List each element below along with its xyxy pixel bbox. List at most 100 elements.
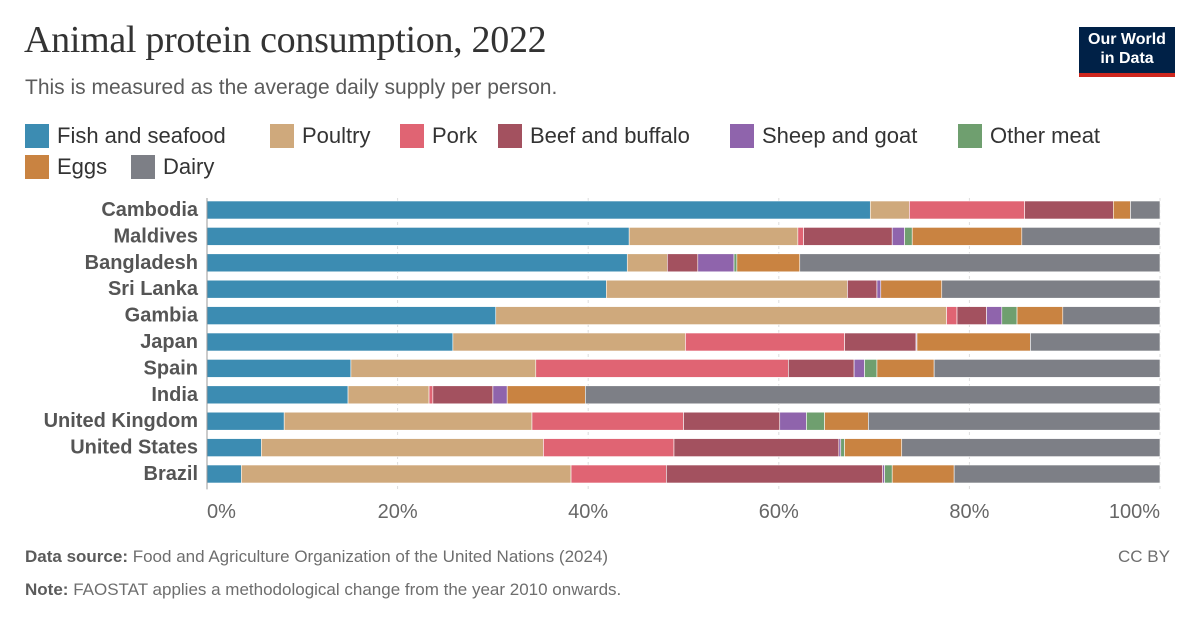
- bar-segment-bangladesh-beef-and-buffalo[interactable]: [666, 253, 699, 273]
- legend-item-eggs[interactable]: Eggs: [25, 154, 107, 180]
- bar-segment-brazil-other-meat[interactable]: [884, 464, 893, 484]
- bar-segment-brazil-eggs[interactable]: [891, 464, 955, 484]
- bar-segment-united-states-fish-and-seafood[interactable]: [206, 438, 262, 457]
- bar-segment-united-states-dairy[interactable]: [901, 438, 1161, 457]
- bar-segment-india-pork[interactable]: [428, 385, 434, 405]
- bar-segment-sri-lanka-dairy[interactable]: [941, 279, 1161, 299]
- bar-segment-bangladesh-eggs[interactable]: [736, 253, 801, 273]
- chart-subtitle: This is measured as the average daily su…: [25, 76, 558, 99]
- bar-segment-brazil-dairy[interactable]: [953, 464, 1161, 484]
- bar-segment-gambia-dairy[interactable]: [1062, 306, 1161, 325]
- category-label-maldives: Maldives: [114, 225, 198, 247]
- bar-segment-brazil-pork[interactable]: [570, 464, 667, 484]
- bar-segment-gambia-other-meat[interactable]: [1001, 306, 1018, 325]
- bar-segment-brazil-beef-and-buffalo[interactable]: [666, 464, 883, 484]
- bar-segment-gambia-sheep-and-goat[interactable]: [986, 306, 1003, 325]
- bar-segment-bangladesh-other-meat[interactable]: [733, 253, 738, 273]
- bar-segment-united-kingdom-poultry[interactable]: [283, 411, 533, 431]
- legend-item-dairy[interactable]: Dairy: [131, 154, 214, 180]
- bar-segment-japan-pork[interactable]: [685, 332, 845, 352]
- legend-swatch: [270, 124, 294, 148]
- bar-segment-japan-beef-and-buffalo[interactable]: [844, 332, 917, 352]
- bar-segment-cambodia-poultry[interactable]: [869, 200, 910, 220]
- legend-item-other-meat[interactable]: Other meat: [958, 123, 1100, 149]
- bar-segment-cambodia-beef-and-buffalo[interactable]: [1024, 200, 1114, 220]
- bar-segment-maldives-poultry[interactable]: [628, 227, 799, 246]
- bar-segment-united-kingdom-eggs[interactable]: [824, 411, 869, 431]
- bar-segment-gambia-fish-and-seafood[interactable]: [206, 306, 497, 325]
- owid-logo[interactable]: Our World in Data: [1079, 27, 1175, 77]
- bar-segment-gambia-beef-and-buffalo[interactable]: [956, 306, 987, 325]
- bar-segment-india-poultry[interactable]: [347, 385, 430, 405]
- bar-segment-united-states-other-meat[interactable]: [840, 438, 845, 457]
- bar-segment-spain-beef-and-buffalo[interactable]: [788, 359, 855, 378]
- bar-segment-gambia-eggs[interactable]: [1016, 306, 1064, 325]
- legend-item-beef-and-buffalo[interactable]: Beef and buffalo: [498, 123, 690, 149]
- bar-segment-gambia-poultry[interactable]: [495, 306, 947, 325]
- bar-segment-cambodia-pork[interactable]: [909, 200, 1025, 220]
- bar-segment-brazil-poultry[interactable]: [241, 464, 572, 484]
- legend-item-pork[interactable]: Pork: [400, 123, 477, 149]
- stacked-bar-chart: 0% 20% 40% 60% 80% 100% Cambodia Maldives Bangla…: [44, 198, 1161, 523]
- bar-segment-spain-sheep-and-goat[interactable]: [853, 359, 865, 378]
- bar-segment-sri-lanka-beef-and-buffalo[interactable]: [847, 279, 878, 299]
- bar-segment-sri-lanka-sheep-and-goat[interactable]: [876, 279, 882, 299]
- bar-segment-gambia-pork[interactable]: [946, 306, 958, 325]
- bar-segment-bangladesh-dairy[interactable]: [799, 253, 1161, 273]
- bar-segment-united-kingdom-beef-and-buffalo[interactable]: [683, 411, 781, 431]
- bar-segment-bangladesh-poultry[interactable]: [626, 253, 668, 273]
- bar-segment-united-kingdom-dairy[interactable]: [868, 411, 1161, 431]
- legend-swatch: [131, 155, 155, 179]
- bar-segment-bangladesh-fish-and-seafood[interactable]: [206, 253, 628, 273]
- source-label: Data source:: [25, 547, 128, 566]
- bar-segment-cambodia-fish-and-seafood[interactable]: [206, 200, 871, 220]
- bar-segment-sri-lanka-poultry[interactable]: [606, 279, 848, 299]
- bar-segment-united-states-poultry[interactable]: [261, 438, 544, 457]
- bar-segment-spain-eggs[interactable]: [876, 359, 935, 378]
- legend-item-poultry[interactable]: Poultry: [270, 123, 370, 149]
- bar-segment-japan-poultry[interactable]: [452, 332, 686, 352]
- bar-segment-maldives-sheep-and-goat[interactable]: [891, 227, 905, 246]
- bar-segment-japan-dairy[interactable]: [1030, 332, 1161, 352]
- legend-swatch: [25, 155, 49, 179]
- bar-segment-india-fish-and-seafood[interactable]: [206, 385, 349, 405]
- source-text[interactable]: Food and Agriculture Organization of the…: [132, 547, 609, 566]
- bar-segment-united-kingdom-other-meat[interactable]: [806, 411, 825, 431]
- bar-segment-united-states-beef-and-buffalo[interactable]: [673, 438, 840, 457]
- bar-segment-united-kingdom-fish-and-seafood[interactable]: [206, 411, 285, 431]
- bar-segment-maldives-dairy[interactable]: [1021, 227, 1161, 246]
- legend-item-fish-and-seafood[interactable]: Fish and seafood: [25, 123, 226, 149]
- bar-segment-maldives-other-meat[interactable]: [904, 227, 913, 246]
- bar-segment-japan-fish-and-seafood[interactable]: [206, 332, 454, 352]
- bar-segment-india-beef-and-buffalo[interactable]: [432, 385, 494, 405]
- bar-segment-maldives-beef-and-buffalo[interactable]: [803, 227, 893, 246]
- bar-segment-united-kingdom-pork[interactable]: [531, 411, 684, 431]
- category-label-japan: Japan: [140, 331, 198, 353]
- bar-segment-india-eggs[interactable]: [506, 385, 586, 405]
- bar-segment-india-dairy[interactable]: [585, 385, 1161, 405]
- bar-segment-united-states-eggs[interactable]: [844, 438, 903, 457]
- bar-segment-japan-eggs[interactable]: [916, 332, 1031, 352]
- bar-segment-cambodia-eggs[interactable]: [1113, 200, 1131, 220]
- bar-segment-brazil-fish-and-seafood[interactable]: [206, 464, 242, 484]
- bar-segment-spain-dairy[interactable]: [933, 359, 1161, 378]
- bar-segment-spain-other-meat[interactable]: [864, 359, 878, 378]
- logo-line-2: in Data: [1100, 50, 1154, 67]
- license-link[interactable]: CC BY: [1118, 547, 1170, 566]
- bar-segment-spain-fish-and-seafood[interactable]: [206, 359, 352, 378]
- bar-segment-maldives-pork[interactable]: [797, 227, 804, 246]
- bar-segment-united-states-pork[interactable]: [543, 438, 675, 457]
- bar-segment-maldives-eggs[interactable]: [911, 227, 1023, 246]
- bar-segment-spain-pork[interactable]: [535, 359, 789, 378]
- bar-segment-india-sheep-and-goat[interactable]: [492, 385, 508, 405]
- bar-segment-maldives-fish-and-seafood[interactable]: [206, 227, 630, 246]
- bar-segment-spain-poultry[interactable]: [350, 359, 537, 378]
- bar-segment-bangladesh-sheep-and-goat[interactable]: [697, 253, 735, 273]
- bar-segment-united-kingdom-sheep-and-goat[interactable]: [779, 411, 807, 431]
- legend-label: Eggs: [57, 154, 108, 179]
- bar-segment-sri-lanka-fish-and-seafood[interactable]: [206, 279, 607, 299]
- bar-segment-sri-lanka-eggs[interactable]: [880, 279, 943, 299]
- bar-segment-cambodia-dairy[interactable]: [1130, 200, 1161, 220]
- legend-item-sheep-and-goat[interactable]: Sheep and goat: [730, 123, 917, 149]
- legend-label: Poultry: [302, 123, 371, 148]
